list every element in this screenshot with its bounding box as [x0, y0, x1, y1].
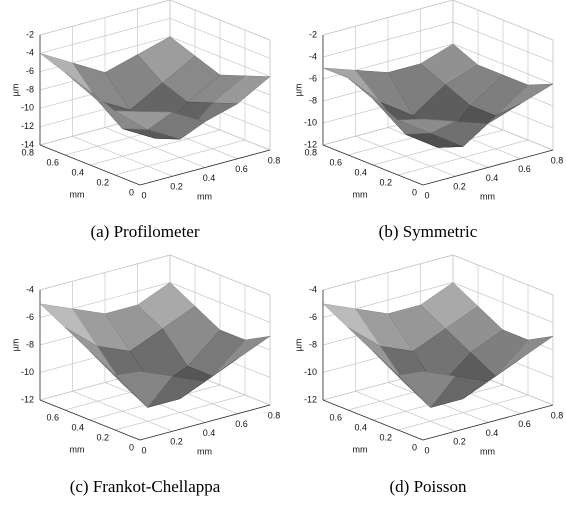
caption: (a) Profilometer: [90, 222, 199, 241]
y-axis-label: mm: [70, 189, 85, 199]
z-tick-label: -6: [26, 66, 34, 76]
subfigure: -12 -10 -8 -6 -4 0 0.2 0.4 0.6 0.8 0 0.2 0.4 0.6 µm mm m…: [293, 255, 563, 496]
x-axis-label: mm: [197, 192, 212, 202]
x-tick-label: 0.2: [453, 437, 466, 447]
z-tick-label: -10: [21, 103, 34, 113]
x-tick-label: 0.4: [203, 173, 216, 183]
y-tick-label: 0.4: [354, 422, 367, 432]
x-axis-label: mm: [197, 447, 212, 457]
z-tick-label: -10: [21, 367, 34, 377]
y-tick-label: 0.4: [354, 167, 367, 177]
z-tick-label: -12: [21, 394, 34, 404]
z-axis-label: µm: [10, 339, 20, 352]
z-tick-label: -4: [26, 284, 34, 294]
z-tick-label: -6: [309, 73, 317, 83]
x-tick-label: 0: [141, 445, 146, 455]
grid-line: [115, 140, 245, 175]
y-tick-label: 0: [412, 442, 417, 452]
z-tick-label: -2: [309, 29, 317, 39]
grid-line: [398, 395, 528, 430]
grid-line: [115, 395, 245, 430]
x-axis-label: mm: [480, 447, 495, 457]
x-tick-label: 0.4: [486, 173, 499, 183]
subfigure: -12-10-8-6-4-200.20.40.60.800.20.40.60.8…: [293, 0, 563, 241]
x-tick-label: 0.6: [235, 419, 248, 429]
x-tick-label: 0: [424, 445, 429, 455]
y-tick-label: 0.6: [46, 157, 59, 167]
z-tick-label: -10: [304, 367, 317, 377]
y-tick-label: 0.8: [21, 147, 34, 157]
z-tick-label: -6: [26, 312, 34, 322]
caption: (d) Poisson: [390, 477, 467, 496]
y-tick-label: 0: [129, 442, 134, 452]
x-tick-label: 0.8: [268, 410, 281, 420]
z-tick-label: -8: [309, 339, 317, 349]
y-tick-label: 0.6: [329, 412, 342, 422]
x-tick-label: 0.8: [268, 155, 281, 165]
x-tick-label: 0: [141, 190, 146, 200]
figure: -14-12-10-8-6-4-200.20.40.60.800.20.40.6…: [0, 0, 566, 510]
z-tick-label: -4: [309, 284, 317, 294]
z-tick-label: -4: [26, 48, 34, 58]
z-tick-label: -10: [304, 117, 317, 127]
x-tick-label: 0.4: [486, 428, 499, 438]
x-tick-label: 0.4: [203, 428, 216, 438]
x-tick-label: 0.8: [551, 155, 564, 165]
x-tick-label: 0.2: [170, 437, 183, 447]
y-tick-label: 0.6: [329, 157, 342, 167]
z-axis-label: µm: [10, 84, 20, 97]
subfigure: -14-12-10-8-6-4-200.20.40.60.800.20.40.6…: [10, 0, 280, 241]
z-tick-label: -6: [309, 312, 317, 322]
z-tick-label: -4: [309, 51, 317, 61]
caption: (b) Symmetric: [379, 222, 478, 241]
x-tick-label: 0: [424, 190, 429, 200]
x-tick-label: 0.6: [235, 164, 248, 174]
y-tick-label: 0.6: [46, 412, 59, 422]
y-tick-label: 0.2: [379, 432, 392, 442]
y-tick-label: 0.2: [96, 432, 109, 442]
x-tick-label: 0.2: [453, 182, 466, 192]
y-tick-label: 0.4: [71, 167, 84, 177]
y-axis-label: mm: [70, 444, 85, 454]
x-tick-label: 0.6: [518, 164, 531, 174]
x-axis-label: mm: [480, 192, 495, 202]
subfigure: -12 -10 -8 -6 -4 0 0.2 0.4 0.6 0.8 0 0.2 0.4 0.6 µm mm m…: [10, 255, 280, 496]
y-tick-label: 0.2: [96, 177, 109, 187]
z-tick-label: -2: [26, 29, 34, 39]
z-tick-label: -12: [21, 121, 34, 131]
x-tick-label: 0.8: [551, 410, 564, 420]
z-tick-label: -8: [26, 84, 34, 94]
z-tick-label: -8: [26, 339, 34, 349]
y-tick-label: 0.2: [379, 177, 392, 187]
z-axis-label: µm: [293, 84, 303, 97]
y-tick-label: 0.8: [304, 147, 317, 157]
z-tick-label: -8: [309, 95, 317, 105]
y-axis-label: mm: [353, 444, 368, 454]
x-tick-label: 0.6: [518, 419, 531, 429]
y-tick-label: 0: [412, 187, 417, 197]
x-tick-label: 0.2: [170, 182, 183, 192]
y-axis-label: mm: [353, 189, 368, 199]
z-axis-label: µm: [293, 339, 303, 352]
caption: (c) Frankot-Chellappa: [70, 477, 221, 496]
y-tick-label: 0.4: [71, 422, 84, 432]
y-tick-label: 0: [129, 187, 134, 197]
z-tick-label: -12: [304, 394, 317, 404]
